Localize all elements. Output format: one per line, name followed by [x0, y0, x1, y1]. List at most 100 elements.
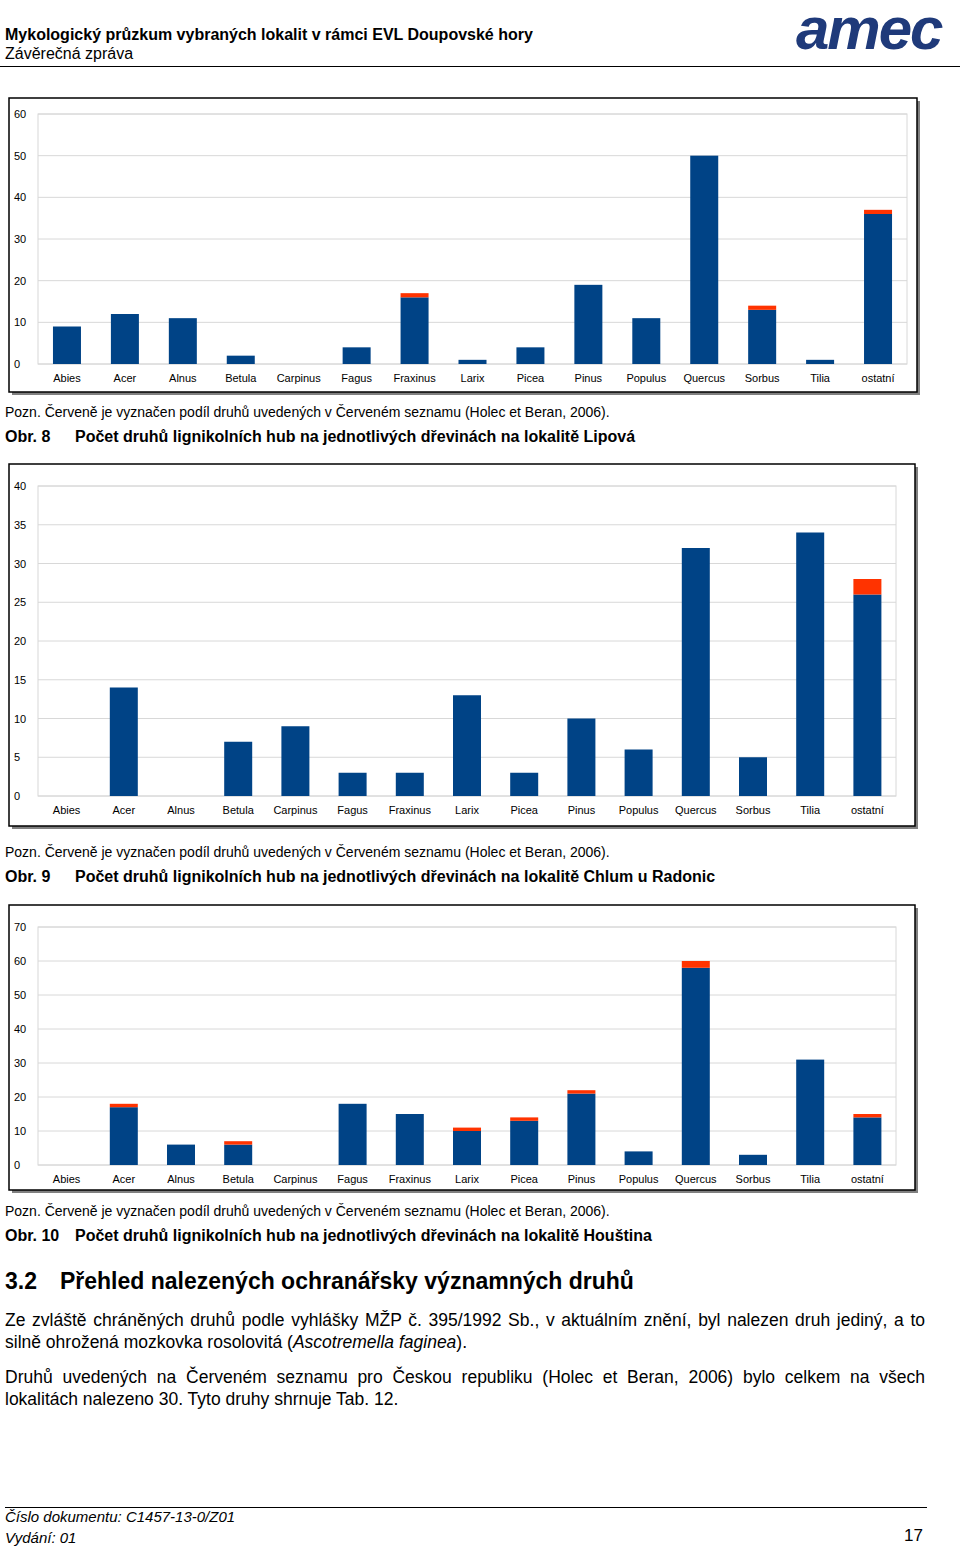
bar-segment	[111, 314, 139, 364]
bar-segment	[632, 318, 660, 364]
y-tick-label: 15	[14, 674, 26, 686]
bar-segment	[396, 773, 424, 796]
x-tick-label: Picea	[510, 804, 538, 816]
bar-segment	[459, 359, 487, 360]
plot-border	[38, 486, 896, 796]
bar-segment	[510, 773, 538, 796]
bar-segment	[396, 1114, 424, 1165]
figure-title: Počet druhů lignikolních hub na jednotli…	[75, 1227, 652, 1245]
x-tick-label: Picea	[510, 1173, 538, 1185]
bar-segment	[796, 1059, 824, 1060]
plot-border	[38, 927, 896, 1165]
note: Pozn. Červeně je vyznačen podíl druhů uv…	[5, 1203, 610, 1219]
y-tick-label: 50	[14, 150, 26, 162]
y-tick-label: 30	[14, 558, 26, 570]
x-tick-label: ostatní	[851, 1173, 884, 1185]
x-tick-label: Betula	[223, 804, 255, 816]
bars	[53, 156, 892, 364]
y-tick-label: 30	[14, 233, 26, 245]
bar-segment	[281, 1165, 309, 1166]
bar-segment	[682, 548, 710, 549]
bar-segment	[53, 796, 81, 797]
bar-segment	[167, 796, 195, 797]
bar-segment	[343, 347, 371, 364]
bar-segment	[224, 742, 252, 796]
figure-label: Obr. 8	[5, 428, 50, 446]
bar-segment	[459, 360, 487, 364]
grid-line	[38, 197, 907, 198]
bar-segment	[625, 750, 653, 797]
header-rule	[0, 66, 960, 67]
plot-border	[38, 114, 907, 364]
grid-line	[38, 114, 907, 115]
bar-segment	[169, 318, 197, 364]
x-tick-label: Fagus	[337, 1173, 368, 1185]
bar-segment	[453, 695, 481, 696]
grid-line	[38, 602, 896, 603]
bar-segment	[53, 1165, 81, 1166]
bar-segment	[281, 726, 309, 727]
bar-segment	[516, 347, 544, 348]
x-tick-label: Fraxinus	[389, 804, 432, 816]
x-tick-label: Abies	[53, 804, 81, 816]
x-tick-label: Acer	[112, 804, 135, 816]
species-name: Ascotremella faginea	[293, 1332, 456, 1352]
grid-line	[38, 239, 907, 240]
grid-line	[38, 1097, 896, 1098]
x-tick-label: Sorbus	[736, 1173, 771, 1185]
x-tick-label: Larix	[455, 804, 479, 816]
x-tick-label: Alnus	[167, 1173, 195, 1185]
x-tick-label: Tilia	[800, 1173, 821, 1185]
bar-segment	[567, 1090, 595, 1093]
bar-segment	[110, 687, 138, 688]
bar-segment	[853, 595, 881, 797]
bar-segment	[632, 318, 660, 319]
x-tick-label: Tilia	[800, 804, 821, 816]
bar-segment	[285, 364, 313, 365]
bars	[110, 961, 882, 1165]
bar-segment	[806, 360, 834, 364]
grid-line	[38, 1029, 896, 1030]
x-tick-label: Quercus	[675, 804, 717, 816]
x-tick-label: Pinus	[568, 804, 596, 816]
bar-segment	[396, 772, 424, 773]
x-tick-label: Alnus	[169, 372, 197, 384]
grid-line	[38, 961, 896, 962]
x-tick-label: ostatní	[862, 372, 895, 384]
bar-segment	[110, 1104, 138, 1107]
x-tick-label: Betula	[225, 372, 257, 384]
bar-segment	[682, 548, 710, 796]
y-tick-label: 0	[14, 1159, 20, 1171]
figure-title: Počet druhů lignikolních hub na jednotli…	[75, 868, 715, 886]
y-tick-label: 40	[14, 1023, 26, 1035]
x-tick-label: Acer	[114, 372, 137, 384]
note: Pozn. Červeně je vyznačen podíl druhů uv…	[5, 844, 610, 860]
x-tick-label: Sorbus	[745, 372, 780, 384]
page-number: 17	[904, 1526, 923, 1546]
bar-segment	[227, 356, 255, 364]
grid-line	[38, 563, 896, 564]
bar-segment	[748, 310, 776, 364]
x-tick-label: Abies	[53, 372, 81, 384]
bar-segment	[453, 1131, 481, 1165]
x-tick-label: Carpinus	[277, 372, 322, 384]
x-tick-label: Larix	[461, 372, 485, 384]
bar-segment	[682, 961, 710, 968]
frame	[9, 98, 917, 392]
bar-segment	[853, 1114, 881, 1117]
figure-label: Obr. 9	[5, 868, 50, 886]
bar-segment	[510, 1117, 538, 1120]
bar-segment	[739, 1154, 767, 1155]
bar-segment	[224, 1145, 252, 1165]
x-tick-label: Pinus	[568, 1173, 596, 1185]
x-tick-label: Carpinus	[273, 804, 318, 816]
y-tick-label: 70	[14, 921, 26, 933]
bar-segment	[864, 214, 892, 364]
bar-segment	[739, 757, 767, 796]
bar-segment	[281, 1165, 309, 1166]
x-tick-label: Populus	[619, 1173, 659, 1185]
bar-segment	[567, 719, 595, 797]
grid-line	[38, 927, 896, 928]
bar-segment	[853, 579, 881, 595]
grid-line	[38, 280, 907, 281]
